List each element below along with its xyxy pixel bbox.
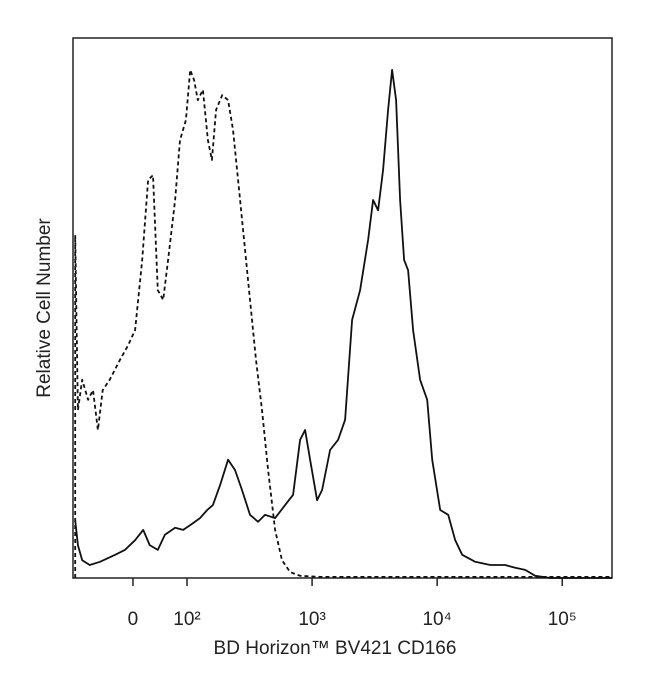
dashed-histogram — [74, 69, 612, 578]
x-tick-label: 10⁵ — [548, 609, 577, 630]
plot-frame — [72, 37, 613, 579]
x-tick-label: 10² — [173, 609, 200, 630]
y-axis-label: Relative Cell Number — [34, 218, 55, 398]
solid-histogram — [74, 69, 612, 579]
x-tick-label: 0 — [128, 609, 139, 630]
x-tick-label: 10⁴ — [422, 609, 451, 630]
x-tick-label: 10³ — [298, 609, 325, 630]
x-axis-label: BD Horizon™ BV421 CD166 — [214, 638, 457, 659]
